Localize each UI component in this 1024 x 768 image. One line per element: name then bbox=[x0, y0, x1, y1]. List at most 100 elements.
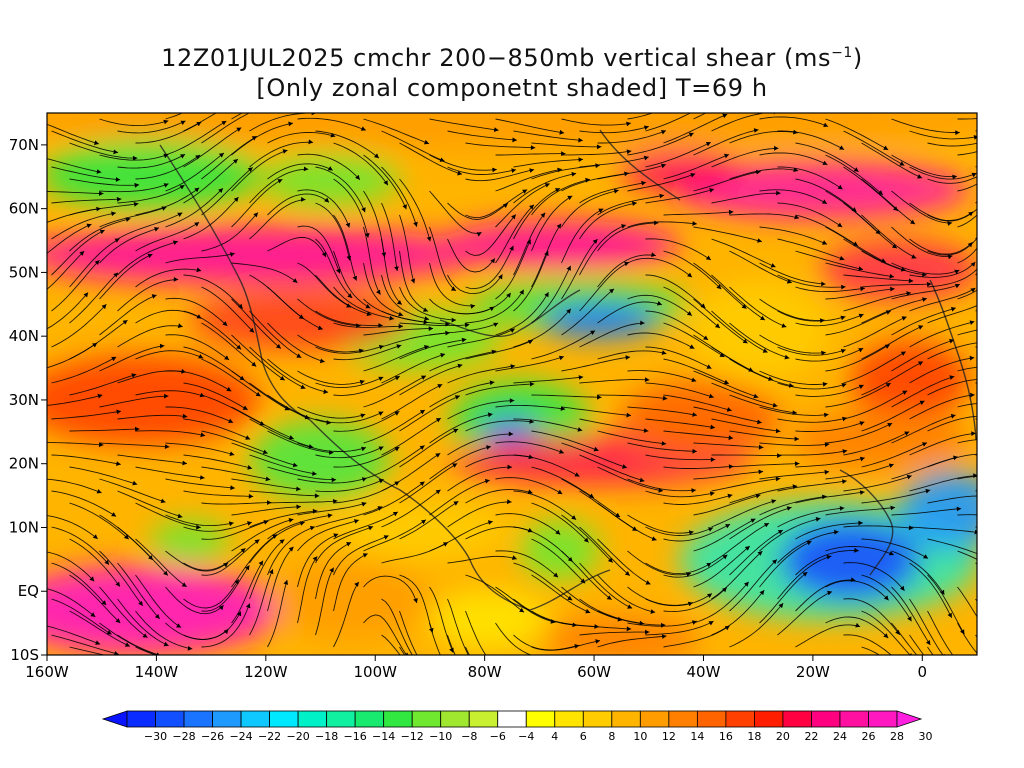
shade-blob bbox=[47, 355, 260, 445]
streamline bbox=[561, 442, 628, 469]
streamline bbox=[891, 586, 931, 646]
streamline-arrow bbox=[122, 320, 128, 325]
streamline bbox=[843, 634, 892, 655]
streamline-arrow bbox=[643, 125, 649, 130]
streamline-arrow bbox=[834, 529, 839, 535]
streamline bbox=[447, 328, 515, 348]
streamline-arrow bbox=[883, 145, 889, 150]
streamline bbox=[99, 206, 167, 228]
streamline-arrow bbox=[115, 177, 121, 182]
streamline bbox=[315, 166, 366, 213]
streamline-arrow bbox=[487, 412, 493, 418]
streamline-arrow bbox=[142, 633, 148, 638]
streamline bbox=[729, 485, 798, 504]
streamline bbox=[825, 226, 887, 263]
streamline-arrow bbox=[710, 424, 715, 430]
streamline bbox=[429, 413, 493, 444]
streamline-arrow bbox=[716, 284, 722, 290]
streamline-arrow bbox=[491, 349, 497, 355]
streamline-arrow bbox=[176, 623, 182, 628]
streamline bbox=[861, 574, 912, 622]
streamline bbox=[249, 521, 305, 564]
streamline-arrow bbox=[661, 441, 667, 446]
streamline bbox=[495, 404, 566, 410]
streamline bbox=[69, 373, 137, 396]
lon-tick-label: 80W bbox=[468, 663, 502, 681]
streamline bbox=[795, 384, 864, 397]
streamline-arrow bbox=[567, 195, 573, 201]
streamline-arrow bbox=[426, 236, 432, 242]
streamline-arrow bbox=[566, 308, 571, 314]
streamline bbox=[465, 489, 533, 504]
streamline bbox=[909, 634, 925, 655]
streamline bbox=[231, 506, 302, 516]
streamline bbox=[333, 535, 389, 576]
streamline bbox=[777, 274, 846, 288]
streamline bbox=[47, 394, 103, 406]
streamline bbox=[381, 417, 442, 456]
streamline bbox=[267, 322, 325, 363]
streamline-arrow bbox=[907, 616, 912, 622]
streamline-arrow bbox=[651, 536, 657, 541]
streamline-arrow bbox=[917, 174, 923, 179]
streamline bbox=[711, 418, 781, 432]
colorbar-swatch bbox=[639, 710, 670, 728]
streamline bbox=[51, 130, 119, 153]
colorbar-label: −24 bbox=[229, 730, 252, 743]
streamline bbox=[69, 218, 131, 252]
streamline-arrow bbox=[522, 189, 528, 194]
streamline-arrow bbox=[511, 168, 516, 173]
streamline bbox=[513, 130, 583, 141]
streamline bbox=[597, 194, 665, 216]
streamline-arrow bbox=[443, 542, 448, 547]
streamline-arrow bbox=[922, 297, 927, 302]
streamline-arrow bbox=[757, 419, 762, 425]
streamline bbox=[333, 553, 368, 612]
streamline-arrow bbox=[424, 316, 430, 321]
streamline bbox=[759, 152, 828, 166]
streamline bbox=[825, 154, 884, 196]
streamline bbox=[645, 346, 712, 369]
streamline-arrow bbox=[262, 449, 268, 454]
streamline bbox=[927, 610, 954, 655]
streamline bbox=[909, 526, 977, 533]
streamline bbox=[777, 507, 845, 528]
streamline bbox=[597, 130, 667, 144]
lon-tick-label: 20W bbox=[796, 663, 830, 681]
streamline bbox=[843, 130, 905, 166]
streamline-arrow bbox=[758, 469, 764, 475]
streamline bbox=[729, 559, 778, 612]
streamline bbox=[165, 478, 235, 489]
streamline-arrow bbox=[435, 453, 441, 458]
streamline-arrow bbox=[378, 344, 384, 350]
streamline-arrow bbox=[505, 695, 510, 699]
streamline bbox=[795, 457, 865, 468]
streamline-arrow bbox=[368, 525, 374, 531]
streamline-arrow bbox=[303, 166, 309, 172]
streamline-arrow bbox=[859, 421, 865, 426]
streamline bbox=[561, 406, 632, 416]
streamline-arrow bbox=[138, 600, 143, 606]
streamline bbox=[927, 379, 977, 396]
streamline bbox=[729, 394, 798, 414]
streamline-arrow bbox=[111, 512, 117, 517]
streamline-arrow bbox=[510, 364, 516, 369]
streamline-arrow bbox=[248, 493, 254, 499]
streamline-arrow bbox=[774, 145, 779, 151]
streamline bbox=[561, 238, 598, 300]
streamline-arrow bbox=[890, 286, 895, 292]
streamline-arrow bbox=[726, 407, 732, 412]
streamline-arrow bbox=[689, 344, 695, 349]
streamline-arrow bbox=[990, 377, 995, 382]
streamline bbox=[333, 481, 400, 504]
streamline-arrow bbox=[899, 585, 905, 591]
streamline bbox=[711, 238, 776, 268]
streamline bbox=[861, 442, 928, 468]
streamline-arrow bbox=[776, 190, 781, 196]
streamline bbox=[47, 223, 92, 254]
shade-blob bbox=[850, 340, 970, 420]
streamline bbox=[843, 238, 906, 271]
streamline bbox=[429, 381, 495, 408]
streamline bbox=[843, 351, 907, 384]
streamline-arrow bbox=[574, 472, 580, 477]
